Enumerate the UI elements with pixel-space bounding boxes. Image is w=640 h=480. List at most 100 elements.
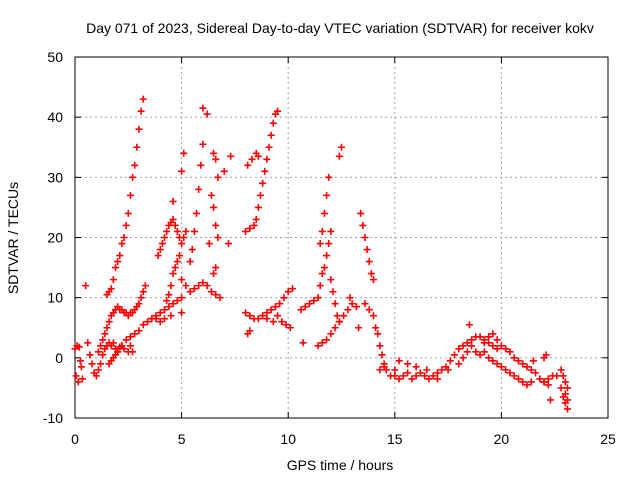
data-point [161,234,169,241]
data-point [519,378,527,386]
data-point [489,330,497,338]
data-point [340,312,348,320]
data-point [126,342,134,350]
data-point [167,312,175,320]
data-point [316,282,324,290]
data-point [280,294,288,302]
data-point [199,140,207,148]
data-point [412,372,420,380]
data-point [286,324,294,332]
y-tick-label: 20 [47,230,63,246]
data-marks [71,95,571,413]
data-point [485,354,493,362]
data-point [186,258,194,266]
data-point [109,339,117,347]
data-point [433,369,441,377]
data-point [399,372,407,380]
data-point [316,240,324,248]
data-point [544,375,552,383]
data-point [510,354,518,362]
data-point [463,348,471,356]
data-point [139,288,147,296]
data-point [173,227,181,235]
data-point [256,191,264,199]
data-point [212,264,220,272]
data-point [75,343,83,351]
data-point [242,309,250,317]
data-point [446,357,454,365]
data-point [363,246,371,254]
data-point [178,167,186,175]
data-point [320,209,328,217]
data-point [137,294,145,302]
data-point [197,161,205,169]
chart-title: Day 071 of 2023, Sidereal Day-to-day VTE… [86,20,594,36]
data-point [126,333,134,341]
axes: 0 5 10 15 20 25 -10 0 10 20 30 40 50 [43,49,616,447]
data-point [514,375,522,383]
data-point [318,227,326,235]
series-arc-q [540,366,571,413]
series-arc-n [376,321,501,377]
data-point [378,351,386,359]
data-point [421,372,429,380]
data-point [178,240,186,248]
data-point [88,360,96,368]
data-point [455,345,463,353]
series-arc-g [154,215,224,302]
data-point [212,155,220,163]
data-point [374,330,382,338]
data-point [408,375,416,383]
series-arc-o [433,342,535,389]
data-point [244,161,252,169]
data-point [265,143,273,151]
data-point [274,312,282,320]
data-point [463,339,471,347]
data-point [563,384,571,392]
data-point [455,360,463,368]
data-point [97,342,105,350]
data-point [210,149,218,157]
data-point [72,372,80,380]
data-point [193,209,201,217]
data-point [306,300,314,308]
series-arc-f [148,149,190,326]
data-point [331,300,339,308]
data-point [361,300,369,308]
data-point [131,161,139,169]
data-point [84,339,92,347]
data-point [163,297,171,305]
data-point [107,285,115,293]
data-point [391,366,399,374]
data-point [274,107,282,115]
data-point [376,366,384,374]
data-point [263,315,271,323]
data-point [365,258,373,266]
y-axis-label: SDTVAR / TECUs [5,182,21,294]
data-point [188,246,196,254]
data-point [248,155,256,163]
data-point [161,306,169,314]
data-point [169,270,177,278]
data-point [276,300,284,308]
y-tick-label: 30 [47,169,63,185]
data-point [141,282,149,290]
data-point [344,306,352,314]
data-point [429,372,437,380]
data-point [468,336,476,344]
data-point [178,309,186,317]
data-point [94,348,102,356]
data-point [514,357,522,365]
data-point [365,306,373,314]
data-point [154,252,162,260]
data-point [254,152,262,160]
data-point [357,209,365,217]
data-point [335,152,343,160]
data-point [325,240,333,248]
data-point [225,240,233,248]
data-point [169,215,177,223]
data-point [94,366,102,374]
y-tick-label: -10 [43,410,63,426]
data-point [205,240,213,248]
